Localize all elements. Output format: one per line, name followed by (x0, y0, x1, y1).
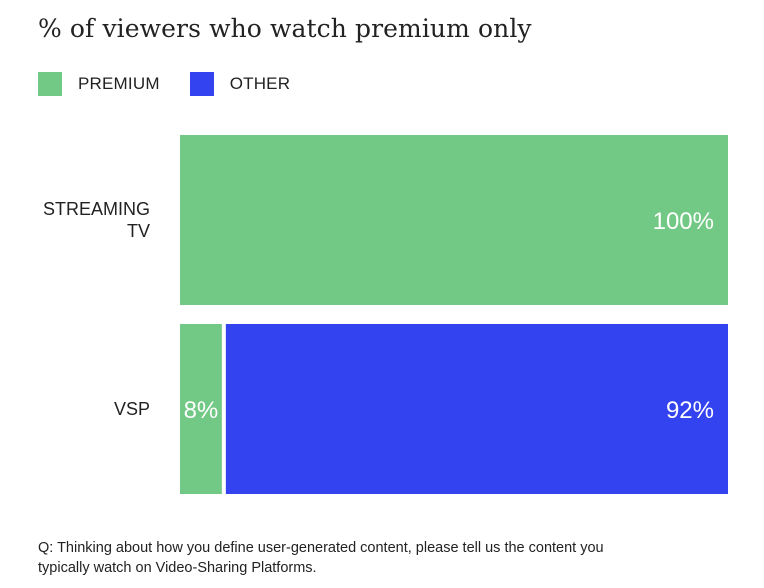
legend-item-other: OTHER (189, 72, 291, 96)
bar-vsp-other (225, 324, 728, 494)
legend-label-premium: PREMIUM (78, 74, 160, 93)
data-label-vsp-other: 92% (666, 397, 714, 424)
legend-label-other: OTHER (229, 74, 291, 93)
bar-vsp-premium (180, 324, 222, 494)
legend-item-premium: PREMIUM (38, 72, 160, 96)
legend-swatch-other (189, 72, 214, 96)
data-label-vsp-premium: 8% (184, 397, 219, 424)
category-label-vsp: VSP (114, 399, 150, 419)
category-label-streaming-tv-line1: STREAMING (43, 199, 150, 219)
chart-footnote: Q: Thinking about how you define user-ge… (38, 540, 604, 576)
data-label-streaming-tv-premium: 100% (653, 208, 714, 235)
legend-swatch-premium (38, 72, 62, 96)
chart-title: % of viewers who watch premium only (38, 14, 532, 43)
category-label-streaming-tv-line2: TV (127, 221, 150, 241)
bar-streaming-tv-premium (180, 135, 728, 305)
chart-legend: PREMIUM OTHER (38, 72, 320, 96)
